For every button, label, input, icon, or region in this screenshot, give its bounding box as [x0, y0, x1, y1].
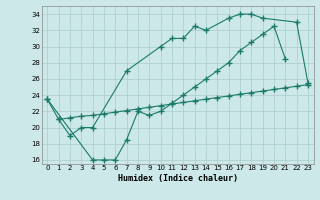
X-axis label: Humidex (Indice chaleur): Humidex (Indice chaleur)	[118, 174, 237, 183]
